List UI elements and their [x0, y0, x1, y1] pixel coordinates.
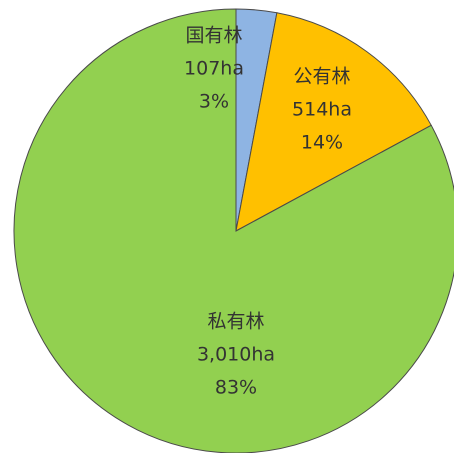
slice-value-label: 3,010ha — [197, 344, 275, 366]
slice-category-label: 国有林 — [185, 25, 242, 47]
slice-category-label: 私有林 — [207, 311, 264, 333]
slice-percent-label: 14% — [301, 132, 343, 154]
slice-value-label: 107ha — [184, 58, 244, 80]
slice-category-label: 公有林 — [293, 66, 350, 88]
pie-slice — [235, 12, 432, 232]
slice-percent-label: 3% — [199, 91, 229, 113]
pie-slice — [13, 8, 454, 453]
slice-value-label: 514ha — [292, 99, 352, 121]
slice-percent-label: 83% — [215, 377, 257, 399]
